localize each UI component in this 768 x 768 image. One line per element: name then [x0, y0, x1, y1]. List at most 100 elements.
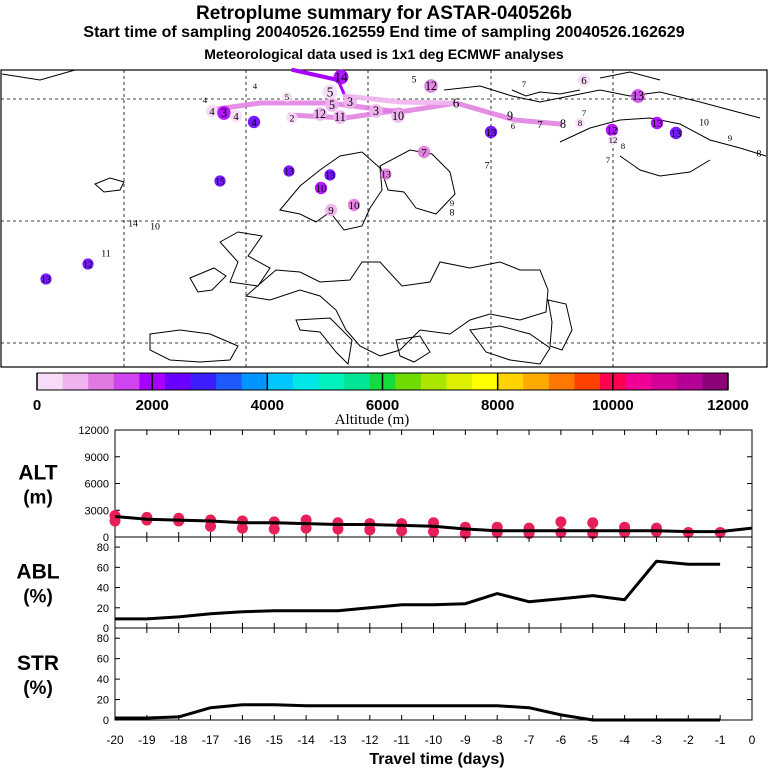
alt-marker	[236, 522, 248, 534]
colorbar-cell	[497, 373, 524, 390]
x-tick-label: -8	[492, 733, 503, 747]
map-marker-label: 12	[425, 79, 437, 93]
x-tick-label: 0	[749, 733, 756, 747]
y-tick-label: 40	[97, 674, 109, 686]
map-marker-dot	[575, 118, 585, 128]
colorbar-cell	[241, 373, 268, 390]
map-marker-label: 5	[412, 74, 417, 85]
map-marker-dot	[286, 112, 298, 124]
y-axis-unit: (%)	[23, 678, 53, 699]
y-axis-unit: (%)	[23, 587, 53, 608]
map-marker-label: 4	[209, 106, 215, 118]
map-marker-label: 7	[522, 79, 527, 89]
y-tick-label: 60	[97, 562, 109, 574]
map-marker-label: 13	[632, 89, 644, 103]
map-marker-dot	[380, 168, 392, 180]
map-marker-label: 6	[581, 75, 587, 87]
x-tick-label: -3	[651, 733, 662, 747]
map-marker-dot	[314, 181, 328, 195]
map-marker-label: 4	[233, 111, 239, 123]
alt-marker	[555, 516, 567, 528]
alt-marker	[491, 527, 503, 539]
map-marker-label: 7	[606, 155, 611, 165]
colorbar-cell	[88, 373, 115, 390]
y-tick-label: 6000	[85, 479, 109, 491]
map-frame	[0, 69, 768, 368]
map-marker-label: 10	[150, 221, 160, 232]
colorbar-tick-label: 0	[33, 397, 41, 414]
map-marker-dot	[82, 258, 94, 270]
timeseries-panels: 030006000900012000ALT(m)020406080ABL(%)0…	[16, 425, 755, 747]
alt-marker	[619, 527, 631, 539]
map-marker-label: 8	[560, 117, 566, 131]
x-tick-label: -9	[460, 733, 471, 747]
x-axis-label: Travel time (days)	[369, 751, 504, 768]
map-marker-dot	[247, 115, 261, 129]
colorbar-cell	[113, 373, 140, 390]
x-tick-label: -2	[683, 733, 694, 747]
map-marker-label: 11	[334, 110, 346, 124]
map-marker-label: 12	[314, 107, 326, 121]
y-tick-label: 80	[97, 542, 109, 554]
map-marker-dot	[40, 273, 52, 285]
series-line-abl	[115, 559, 721, 621]
map-marker-label: 7	[421, 147, 427, 159]
map-marker-label: 14	[128, 218, 138, 229]
alt-marker	[428, 526, 439, 538]
panel-str: 0 20 40 60 80 STR (%)	[17, 627, 753, 727]
map-marker-dot	[283, 165, 295, 177]
map-marker-label: 9	[450, 198, 455, 208]
y-axis-label: ABL	[16, 561, 59, 584]
colorbar-cell	[446, 373, 473, 390]
x-tick-label: -5	[587, 733, 598, 747]
colorbar-tick-label: 8000	[481, 397, 514, 414]
x-tick-label: -11	[393, 733, 410, 747]
alt-marker	[205, 520, 217, 532]
colorbar-ticks: 0 2000 4000 6000 8000 10000 12000	[33, 373, 749, 414]
map-marker-label: 5	[329, 98, 335, 112]
x-tick-label: -18	[170, 733, 188, 747]
x-tick-label: -19	[138, 733, 156, 747]
x-tick-label: -7	[524, 733, 535, 747]
met-data-line: Meteorological data used is 1x1 deg ECMW…	[204, 46, 564, 62]
colorbar-tick-label: 10000	[592, 397, 634, 414]
colorbar-cell	[292, 373, 319, 390]
map-marker-label: 8	[578, 118, 583, 128]
map-marker-label: 2	[290, 113, 295, 124]
map-marker-dot	[417, 145, 431, 159]
map-marker-dot	[217, 106, 231, 120]
map-marker-label: 7	[582, 108, 587, 118]
y-tick-label: 60	[97, 654, 109, 666]
series-line-alt	[114, 515, 753, 534]
colorbar-tick-label: 12000	[707, 397, 749, 414]
map-marker-dot	[324, 203, 338, 217]
x-tick-label: -13	[329, 733, 347, 747]
colorbar-cell	[472, 373, 499, 390]
colorbar-title: Altitude (m)	[335, 412, 410, 428]
colorbar-cell	[651, 373, 678, 390]
map-marker-label: 10	[392, 109, 404, 123]
map-marker-label: 7	[537, 119, 543, 131]
colorbar-cell	[395, 373, 422, 390]
altitude-colorbar: 0 2000 4000 6000 8000 10000 12000 Altitude (m)	[33, 372, 749, 428]
map-marker-dot	[333, 69, 349, 85]
colorbar-cell	[216, 373, 243, 390]
map-marker-label: 9	[328, 205, 334, 217]
map-marker-label: 4	[251, 117, 257, 129]
map-marker-dot	[577, 73, 591, 87]
map-marker-label: 13	[486, 127, 498, 139]
x-tick-label: -20	[106, 733, 124, 747]
map-marker-label: 12	[83, 259, 93, 270]
colorbar-tick-label: 6000	[366, 397, 399, 414]
colorbar-cell	[625, 373, 652, 390]
y-tick-label: 3000	[85, 505, 109, 517]
map-marker-label: 15	[215, 176, 225, 187]
map-marker-dot	[650, 116, 664, 130]
colorbar-tick-label: 2000	[135, 397, 168, 414]
map-marker-label: 13	[381, 169, 391, 180]
map-marker-label: 11	[101, 248, 111, 259]
map-marker-label: 13	[652, 118, 664, 130]
map-marker-dot	[214, 175, 226, 187]
x-tick-label: -12	[361, 733, 379, 747]
